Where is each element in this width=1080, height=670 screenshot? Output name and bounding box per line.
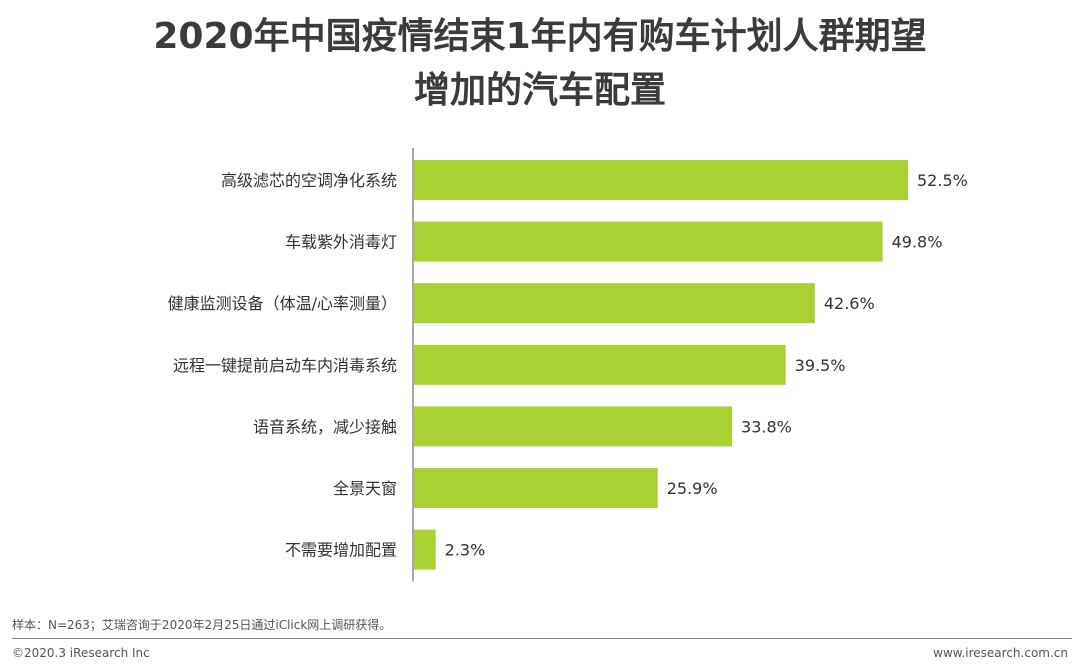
bar [414, 406, 733, 447]
bar [414, 283, 815, 324]
category-label: 车载紫外消毒灯 [285, 233, 397, 252]
source-note: 样本：N=263；艾瑞咨询于2020年2月25日通过iClick网上调研获得。 [12, 618, 392, 632]
data-label: 52.5% [917, 171, 968, 190]
bar [414, 160, 908, 200]
data-label: 42.6% [824, 294, 875, 313]
website-link[interactable]: www.iresearch.com.cn [933, 646, 1068, 660]
data-label: 39.5% [795, 356, 846, 375]
bar-chart: 高级滤芯的空调净化系统 52.5% 车载紫外消毒灯 49.8% 健康监测设备（体温/心率… [168, 148, 968, 582]
category-label: 全景天窗 [333, 479, 397, 498]
category-label: 不需要增加配置 [285, 541, 397, 560]
copyright-text: ©2020.3 iResearch Inc [12, 646, 150, 660]
chart-title-line-1: 2020年中国疫情结束1年内有购车计划人群期望 [153, 16, 927, 57]
bar [414, 221, 883, 262]
category-label: 健康监测设备（体温/心率测量） [168, 294, 397, 313]
category-label: 高级滤芯的空调净化系统 [221, 171, 397, 190]
chart-title-line-2: 增加的汽车配置 [413, 70, 666, 111]
category-label: 远程一键提前启动车内消毒系统 [173, 356, 397, 375]
data-label: 25.9% [667, 479, 718, 498]
data-label: 33.8% [741, 417, 792, 436]
category-label: 语音系统，减少接触 [253, 417, 397, 436]
footer-divider [12, 638, 1072, 639]
bar [414, 468, 658, 508]
bar [414, 344, 786, 385]
chart-title: 2020年中国疫情结束1年内有购车计划人群期望 增加的汽车配置 [0, 10, 1080, 118]
bar [414, 529, 436, 570]
data-label: 49.8% [892, 233, 943, 252]
data-label: 2.3% [445, 541, 486, 560]
